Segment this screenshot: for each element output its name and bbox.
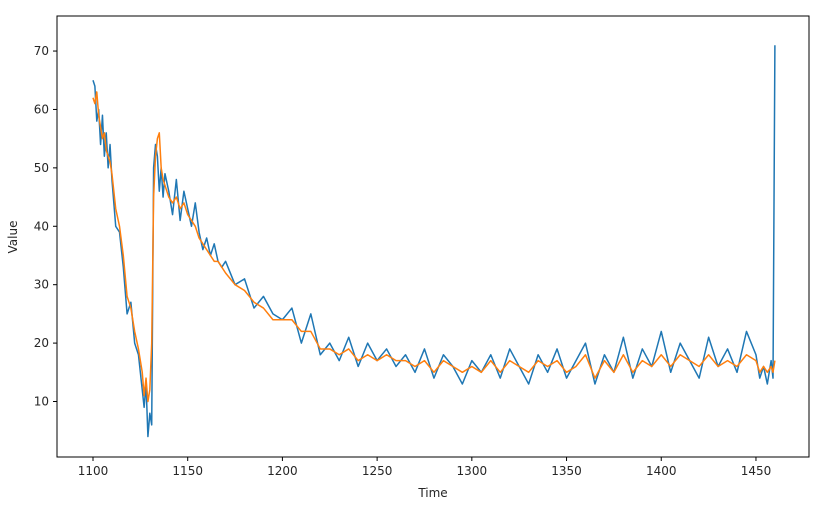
y-axis-title: Value <box>6 221 20 254</box>
x-tick-label: 1400 <box>646 464 677 478</box>
y-tick-label: 60 <box>34 102 49 116</box>
series-line-2 <box>92 91 776 403</box>
series-line-1 <box>92 45 776 438</box>
y-tick-label: 10 <box>34 395 49 409</box>
x-tick-label: 1150 <box>172 464 203 478</box>
y-tick-label: 70 <box>34 44 49 58</box>
y-tick-label: 40 <box>34 219 49 233</box>
y-tick-label: 20 <box>34 336 49 350</box>
series-layer <box>92 45 776 438</box>
y-tick-label: 50 <box>34 161 49 175</box>
y-axis-ticks: 10 20 30 40 50 60 70 <box>34 44 57 409</box>
axes-frame <box>56 15 810 458</box>
x-axis-title: Time <box>417 486 447 500</box>
plot-area <box>57 16 809 457</box>
x-axis-ticks: 1100 1150 1200 1250 1300 1350 1400 1450 <box>78 457 772 478</box>
x-tick-label: 1200 <box>267 464 298 478</box>
x-tick-label: 1450 <box>741 464 772 478</box>
x-tick-label: 1250 <box>362 464 393 478</box>
x-tick-label: 1350 <box>551 464 582 478</box>
y-tick-label: 30 <box>34 278 49 292</box>
x-tick-label: 1100 <box>78 464 109 478</box>
x-tick-label: 1300 <box>457 464 488 478</box>
